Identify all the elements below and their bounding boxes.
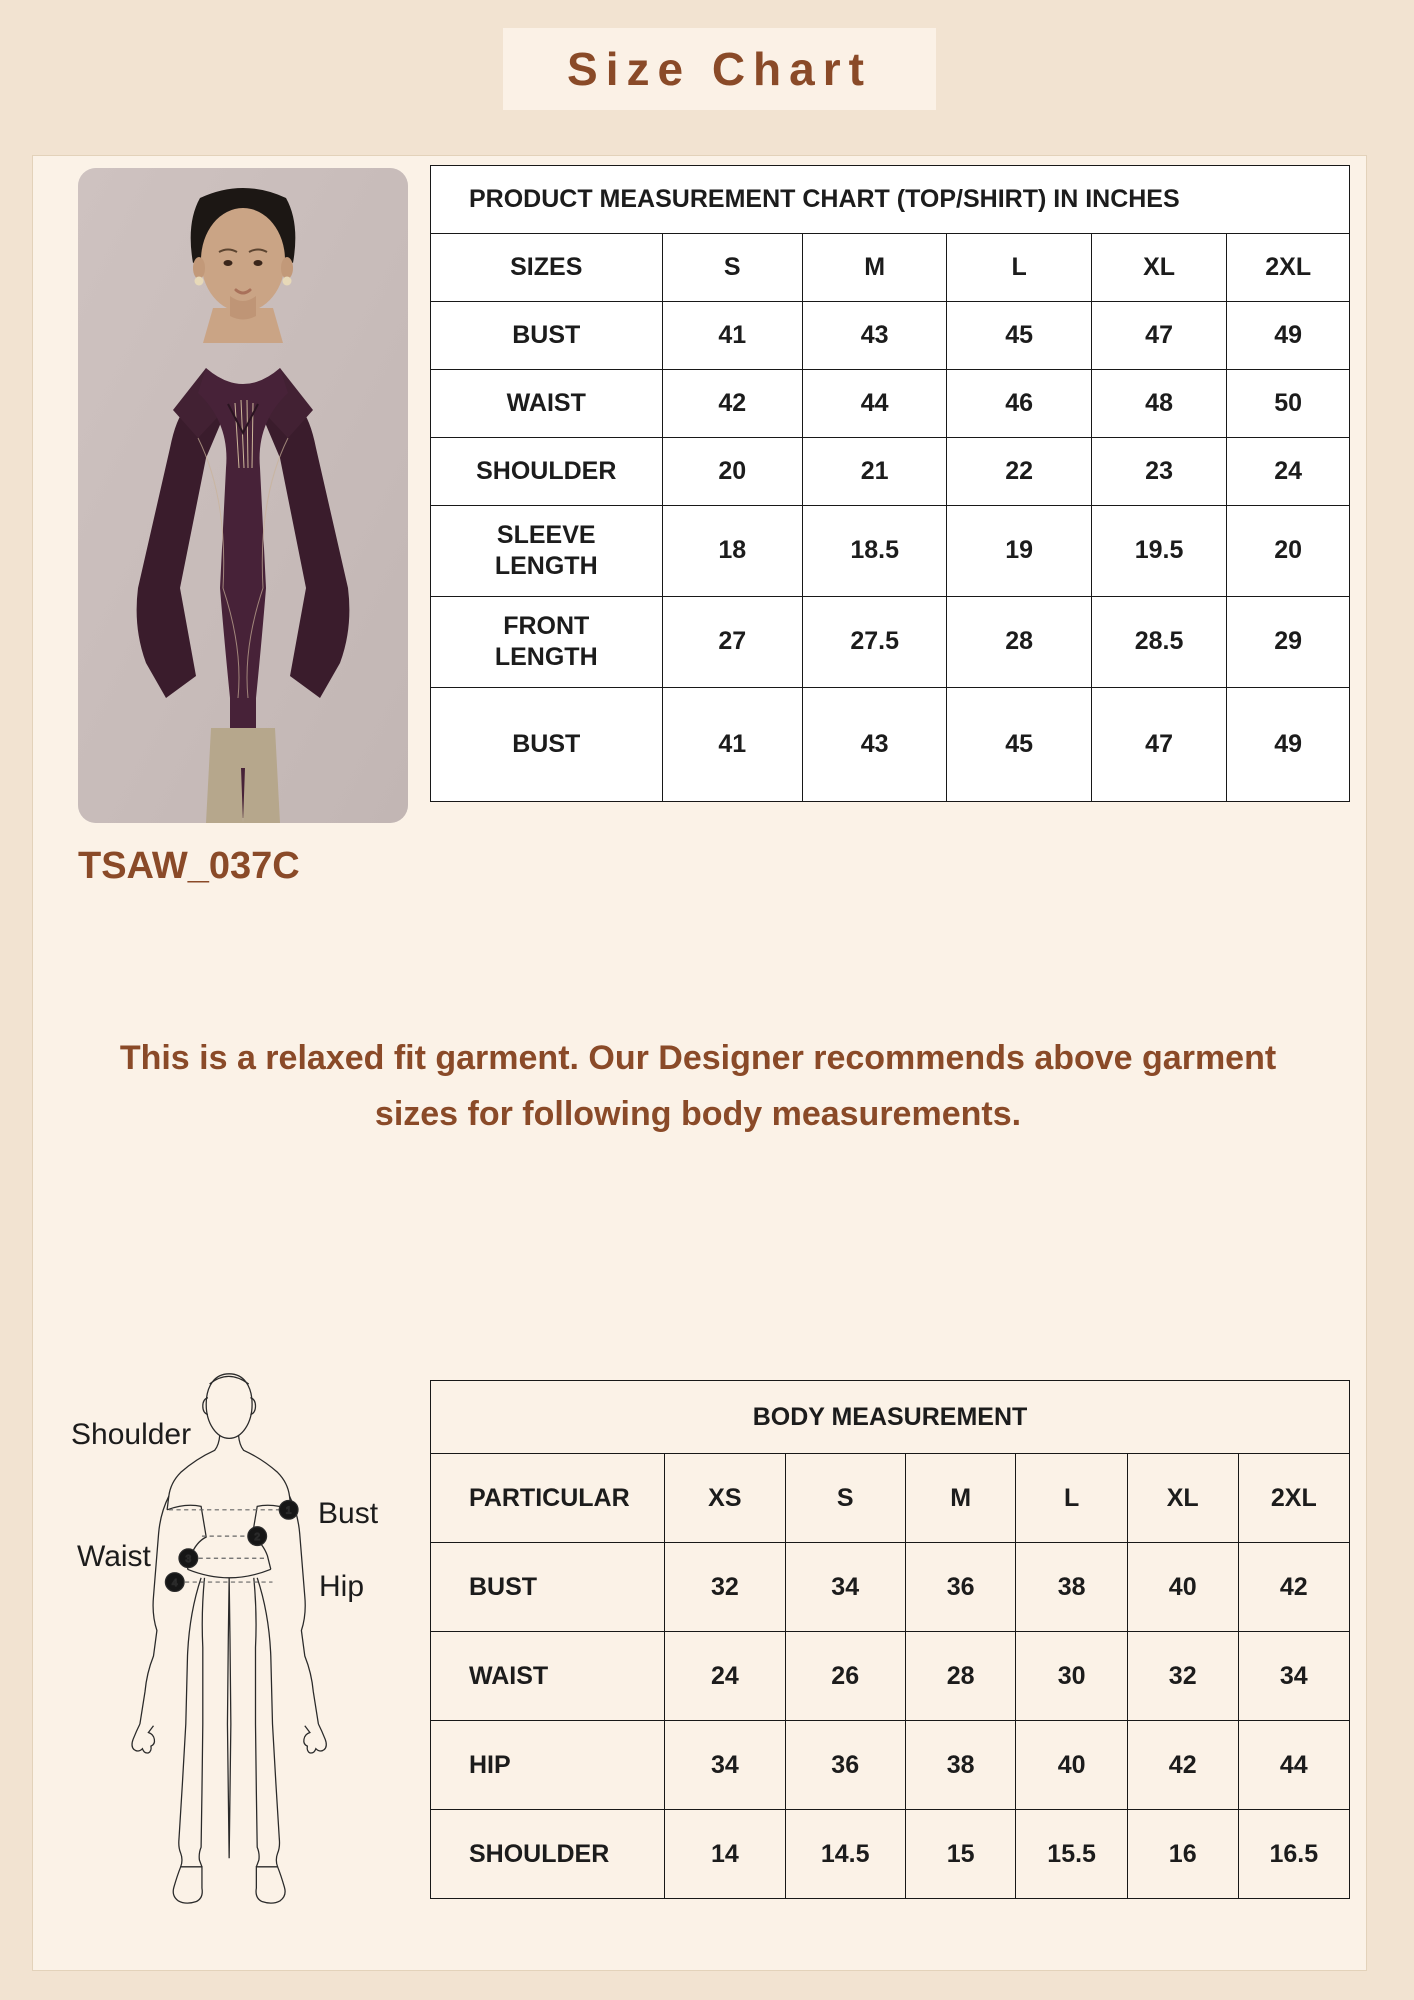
svg-text:1: 1 bbox=[286, 1506, 292, 1517]
svg-text:2: 2 bbox=[254, 1532, 260, 1543]
svg-text:4: 4 bbox=[172, 1578, 178, 1589]
svg-text:3: 3 bbox=[186, 1554, 192, 1565]
